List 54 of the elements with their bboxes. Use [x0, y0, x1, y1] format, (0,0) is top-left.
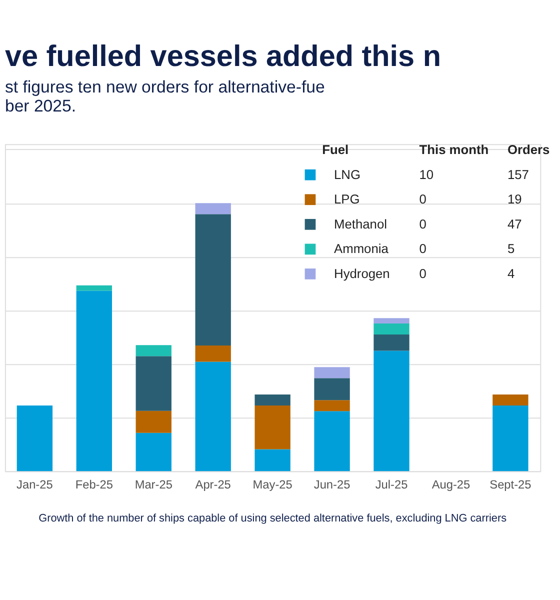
annotation: 0	[419, 192, 426, 207]
bar	[76, 285, 112, 291]
annotation: 19	[507, 192, 522, 207]
bar	[374, 323, 410, 334]
chart-subtitle: st figures ten new orders for alternative-fue ber 2025.	[4, 78, 325, 116]
bar	[195, 214, 231, 346]
bar	[314, 378, 350, 400]
bar	[374, 350, 410, 472]
bar	[492, 406, 528, 472]
text: 157	[507, 166, 529, 182]
legend-label: Ammonia	[334, 241, 390, 256]
chart-title: ve fuelled vessels added this n	[4, 40, 442, 73]
annotation: 0	[419, 266, 426, 281]
annotation: 47	[507, 216, 522, 232]
x-tick-label: May-25	[252, 478, 293, 492]
text: 10	[419, 166, 434, 182]
annotation: 5	[507, 241, 515, 256]
legend-label: LPG	[334, 192, 360, 207]
x-tick-label: Aug-25	[432, 478, 471, 492]
bar	[254, 394, 290, 406]
legend-label: LNG	[334, 166, 360, 182]
bar	[136, 410, 172, 433]
annotation: 4	[507, 266, 515, 281]
x-tick-label: Jul-25	[375, 478, 408, 492]
bar	[195, 345, 231, 362]
bar	[492, 394, 528, 406]
bar	[136, 432, 172, 472]
annotation: 0	[419, 241, 426, 256]
legend-label: Methanol	[334, 216, 387, 232]
annotation: 0	[419, 216, 426, 232]
text: Growth of the number of ships capable of using selected alternative fuels, excluding LNG carriers	[38, 512, 508, 525]
bar	[374, 334, 410, 351]
bar	[254, 449, 290, 472]
bar	[136, 345, 172, 356]
x-tick-label: Sept-25	[490, 478, 532, 492]
bar	[314, 367, 350, 378]
x-tick-label: Jun-25	[314, 478, 351, 492]
text: This month	[419, 142, 489, 158]
legend-title: Fuel	[322, 142, 349, 158]
bar	[76, 290, 112, 472]
bar	[254, 406, 290, 450]
bar	[314, 411, 350, 472]
x-tick-label: Jan-25	[16, 478, 54, 492]
x-tick-label: Feb-25	[75, 478, 114, 492]
bar	[136, 356, 172, 411]
x-tick-label: Mar-25	[134, 478, 173, 492]
bar	[314, 400, 350, 412]
bar	[374, 318, 410, 324]
bar	[16, 406, 53, 472]
text: Orders	[507, 142, 550, 158]
bar	[195, 203, 231, 214]
bar	[195, 362, 231, 472]
legend-label: Hydrogen	[334, 266, 390, 281]
x-tick-label: Apr-25	[195, 478, 232, 492]
